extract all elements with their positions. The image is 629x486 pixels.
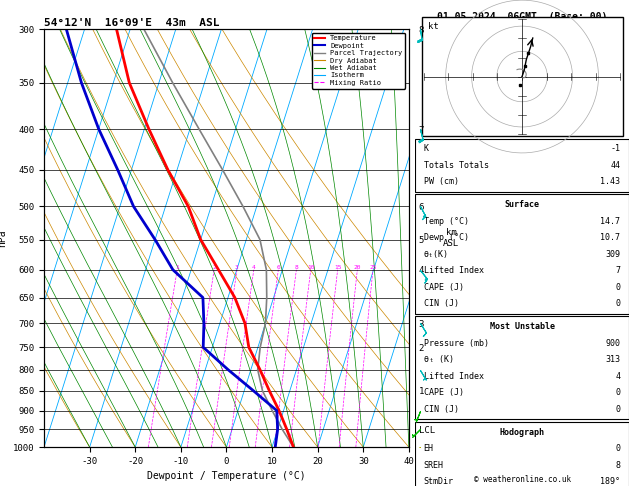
Text: 4: 4: [252, 265, 255, 270]
Text: kt: kt: [428, 22, 438, 31]
Text: 2: 2: [212, 265, 216, 270]
Text: 0: 0: [615, 388, 620, 397]
Bar: [421, 17, 623, 136]
Text: 8: 8: [615, 461, 620, 469]
Text: 0: 0: [615, 405, 620, 414]
Text: Dewp (°C): Dewp (°C): [424, 233, 469, 242]
Bar: [415, 422, 629, 486]
Bar: [415, 139, 629, 192]
Text: 900: 900: [606, 339, 620, 347]
Text: SREH: SREH: [424, 461, 443, 469]
Text: Most Unstable: Most Unstable: [489, 322, 555, 331]
Text: 20: 20: [353, 265, 361, 270]
Legend: Temperature, Dewpoint, Parcel Trajectory, Dry Adiabat, Wet Adiabat, Isotherm, Mi: Temperature, Dewpoint, Parcel Trajectory…: [311, 33, 405, 88]
Text: -1: -1: [611, 144, 620, 153]
Text: 10: 10: [307, 265, 314, 270]
Text: 15: 15: [334, 265, 342, 270]
Text: CAPE (J): CAPE (J): [424, 388, 464, 397]
Text: Temp (°C): Temp (°C): [424, 217, 469, 226]
Text: CAPE (J): CAPE (J): [424, 283, 464, 292]
Text: Hodograph: Hodograph: [499, 428, 545, 436]
Text: 1: 1: [175, 265, 179, 270]
Text: 0: 0: [615, 283, 620, 292]
Text: 25: 25: [369, 265, 377, 270]
Text: © weatheronline.co.uk: © weatheronline.co.uk: [474, 474, 571, 484]
Y-axis label: km
ASL: km ASL: [443, 228, 459, 248]
Text: 309: 309: [606, 250, 620, 259]
X-axis label: Dewpoint / Temperature (°C): Dewpoint / Temperature (°C): [147, 471, 306, 482]
Text: Totals Totals: Totals Totals: [424, 161, 489, 170]
Text: CIN (J): CIN (J): [424, 299, 459, 308]
Text: K: K: [424, 144, 429, 153]
Text: θₜ(K): θₜ(K): [424, 250, 448, 259]
Text: 3: 3: [235, 265, 239, 270]
Text: 0: 0: [615, 299, 620, 308]
Text: 1.43: 1.43: [601, 177, 620, 186]
Text: EH: EH: [424, 444, 433, 453]
Text: 8: 8: [294, 265, 298, 270]
Text: θₜ (K): θₜ (K): [424, 355, 454, 364]
Text: 01.05.2024  06GMT  (Base: 00): 01.05.2024 06GMT (Base: 00): [437, 12, 607, 22]
Text: 313: 313: [606, 355, 620, 364]
Text: 0: 0: [615, 444, 620, 453]
Text: Lifted Index: Lifted Index: [424, 372, 484, 381]
Text: 54°12'N  16°09'E  43m  ASL: 54°12'N 16°09'E 43m ASL: [44, 18, 220, 28]
Text: Surface: Surface: [504, 200, 540, 209]
Text: 10.7: 10.7: [601, 233, 620, 242]
Text: 14.7: 14.7: [601, 217, 620, 226]
Text: 7: 7: [615, 266, 620, 275]
Text: 6: 6: [277, 265, 280, 270]
Y-axis label: hPa: hPa: [0, 229, 8, 247]
Text: CIN (J): CIN (J): [424, 405, 459, 414]
Text: 189°: 189°: [601, 477, 620, 486]
Text: PW (cm): PW (cm): [424, 177, 459, 186]
Text: Pressure (mb): Pressure (mb): [424, 339, 489, 347]
Text: 44: 44: [611, 161, 620, 170]
Text: StmDir: StmDir: [424, 477, 454, 486]
Bar: [415, 316, 629, 419]
Text: Lifted Index: Lifted Index: [424, 266, 484, 275]
Bar: [415, 194, 629, 314]
Text: 4: 4: [615, 372, 620, 381]
